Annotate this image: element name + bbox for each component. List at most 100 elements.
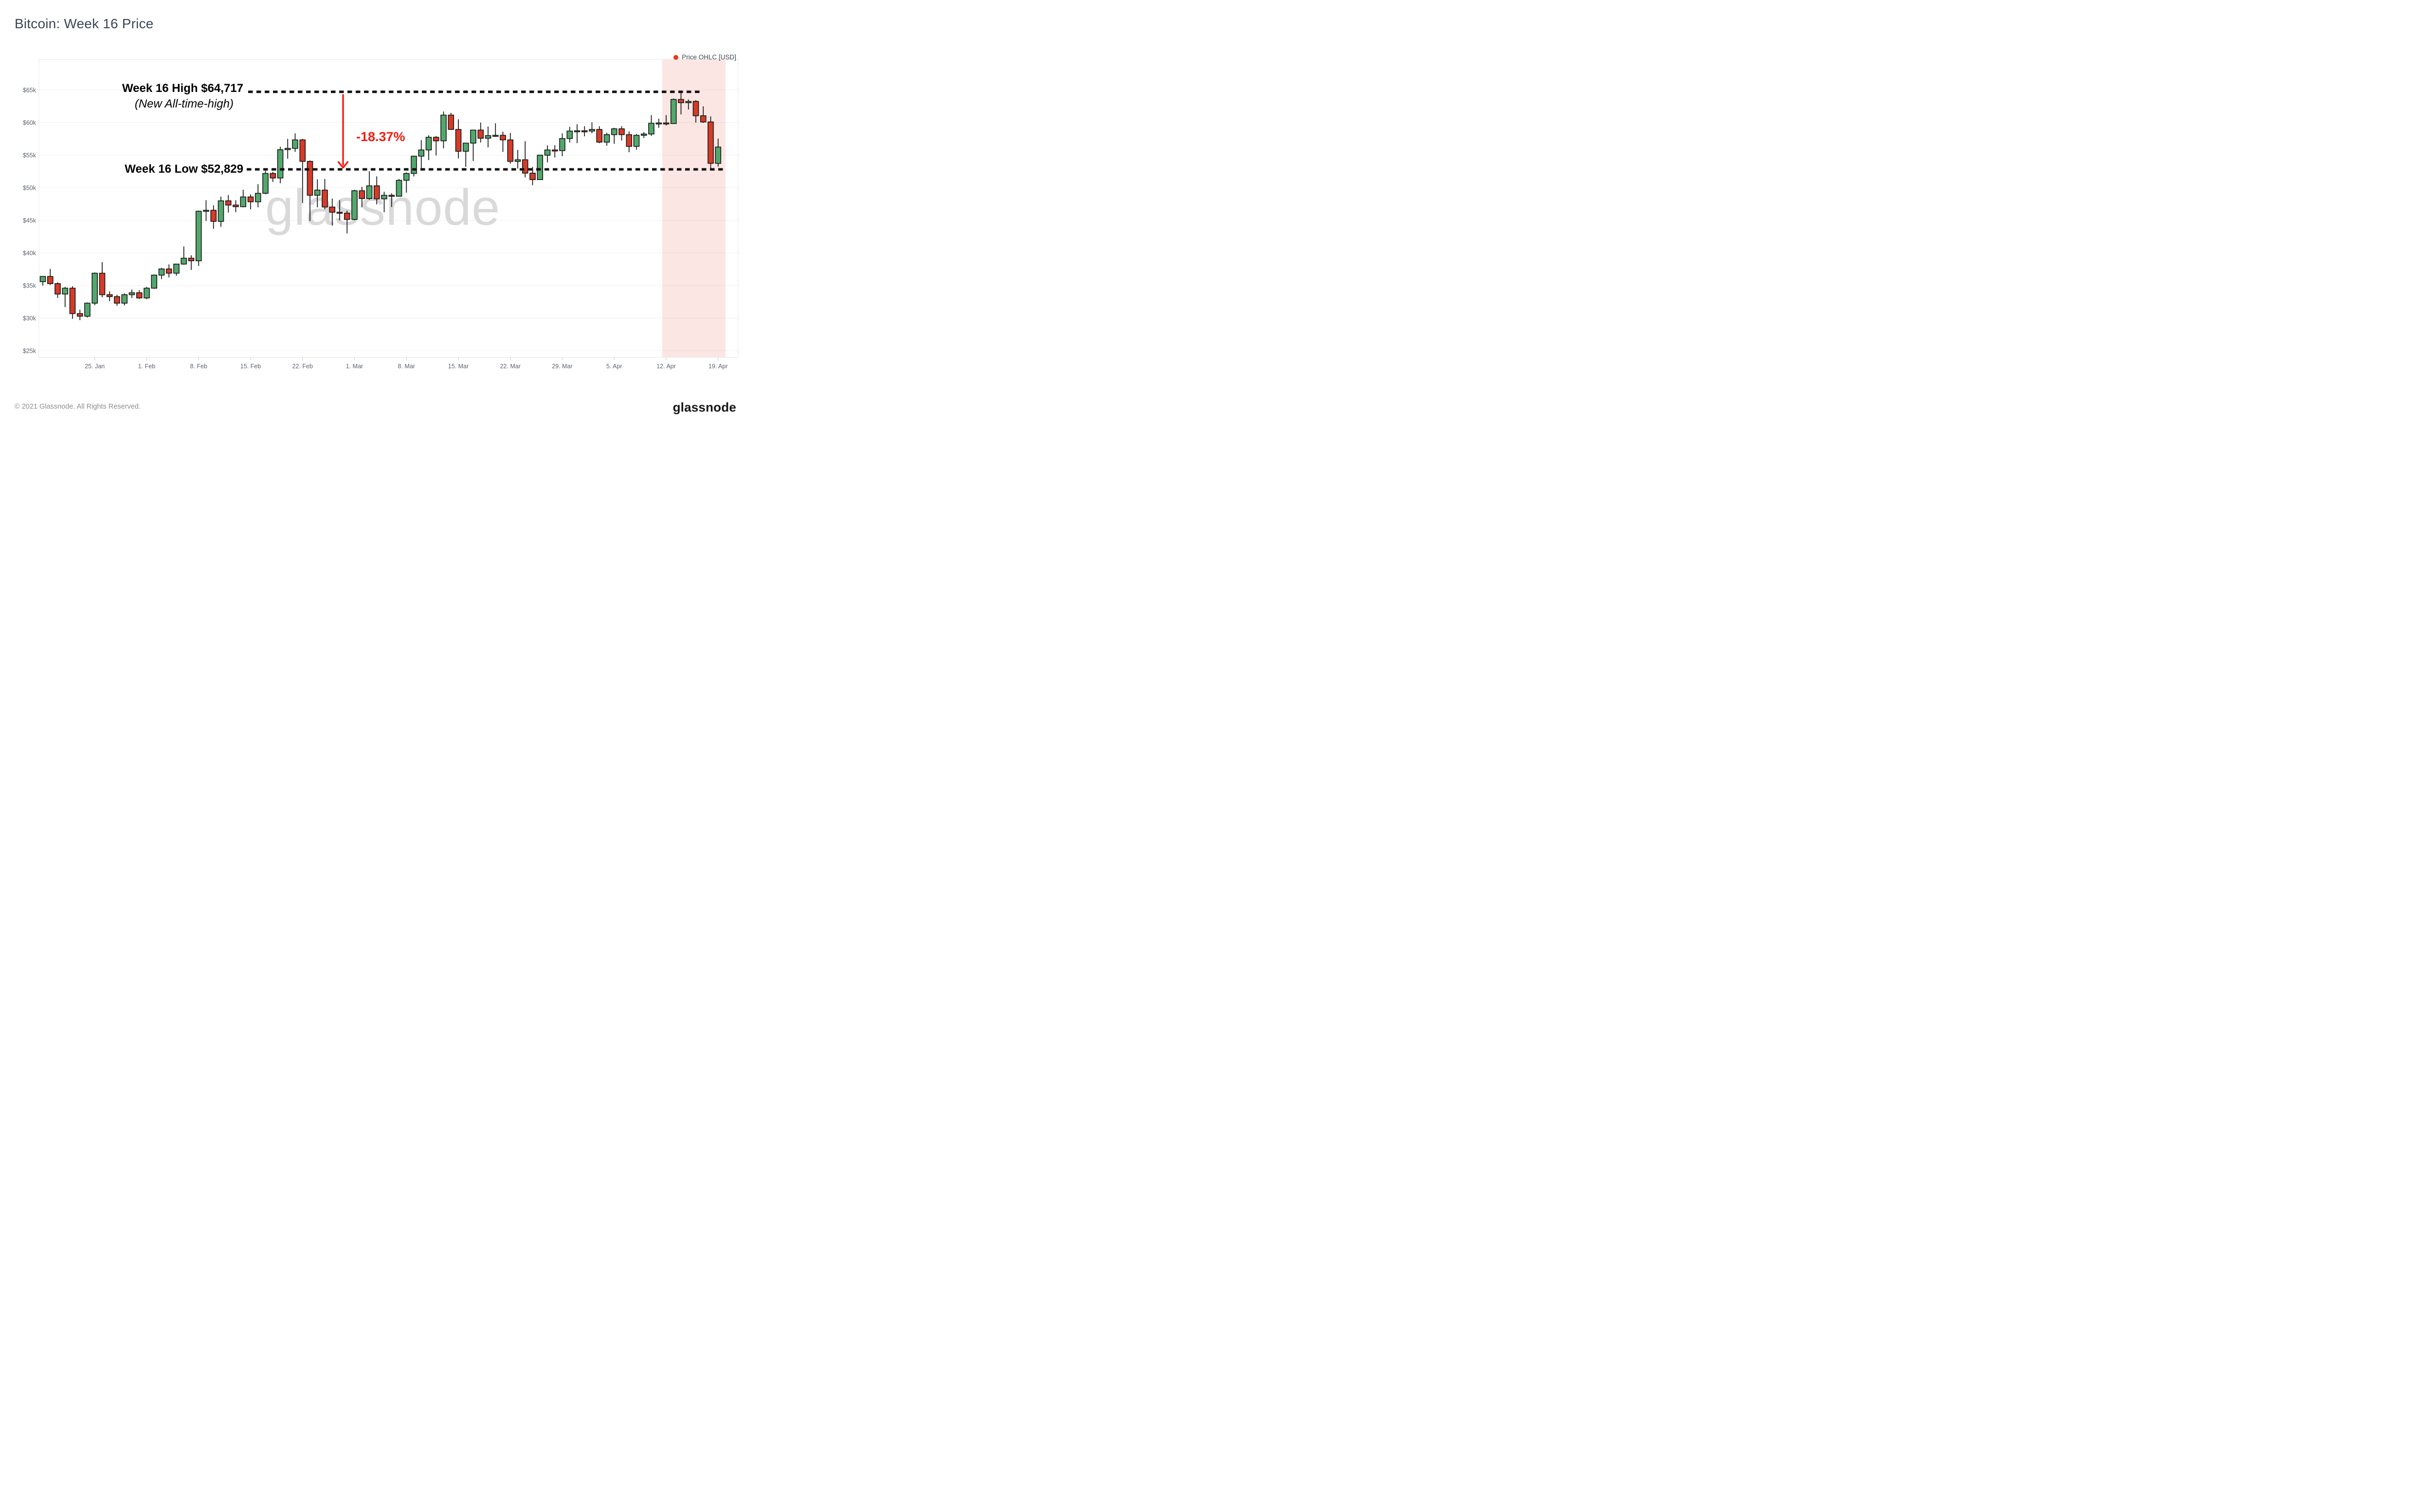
candle-body-down[interactable] xyxy=(69,288,76,314)
candle-body-up[interactable] xyxy=(91,272,98,304)
candle-body-up[interactable] xyxy=(121,294,128,304)
candle-body-up[interactable] xyxy=(574,130,581,132)
candle-body-down[interactable] xyxy=(455,129,462,152)
candle-body-up[interactable] xyxy=(195,211,202,261)
candle-body-down[interactable] xyxy=(322,189,328,208)
candle-body-up[interactable] xyxy=(485,135,491,139)
candle-body-up[interactable] xyxy=(470,129,476,144)
candle-body-down[interactable] xyxy=(708,121,714,164)
candle-body-down[interactable] xyxy=(47,276,54,284)
candle-body-up[interactable] xyxy=(655,122,662,125)
candle-body-down[interactable] xyxy=(581,130,588,132)
candle-body-down[interactable] xyxy=(373,185,380,199)
legend-price-ohlc[interactable]: Price OHLC [USD] xyxy=(673,54,736,61)
candle-body-up[interactable] xyxy=(381,195,387,199)
candle-body-up[interactable] xyxy=(425,137,432,151)
candle-body-up[interactable] xyxy=(670,99,677,124)
candle-body-up[interactable] xyxy=(366,185,373,199)
candle-body-down[interactable] xyxy=(359,190,365,199)
candle-body-up[interactable] xyxy=(158,269,165,276)
y-axis: $65k $60k $55k $50k $45k $40k $35k $30k $25k xyxy=(23,87,738,355)
candle-body-down[interactable] xyxy=(344,213,350,220)
candle-body-up[interactable] xyxy=(589,129,595,132)
candle-body-up[interactable] xyxy=(633,135,640,147)
page-title: Bitcoin: Week 16 Price xyxy=(15,16,154,31)
candle-body-down[interactable] xyxy=(225,200,232,206)
candle-body-down[interactable] xyxy=(700,115,707,123)
candle-body-down[interactable] xyxy=(692,101,699,116)
candle-body-up[interactable] xyxy=(544,149,551,156)
glassnode-logo[interactable]: glassnode xyxy=(672,400,736,414)
candle-body-down[interactable] xyxy=(626,134,633,147)
candle-body-down[interactable] xyxy=(99,272,106,295)
candle-body-up[interactable] xyxy=(292,139,298,149)
candle-body-down[interactable] xyxy=(336,212,343,214)
candle-body-down[interactable] xyxy=(188,257,195,261)
candle-body-down[interactable] xyxy=(663,122,670,125)
candle-body-up[interactable] xyxy=(611,128,617,135)
candle-body-up[interactable] xyxy=(537,155,544,180)
candle-body-down[interactable] xyxy=(522,159,528,174)
candle-body-down[interactable] xyxy=(618,128,625,135)
candle-body-up[interactable] xyxy=(203,210,209,212)
candle-body-down[interactable] xyxy=(388,195,395,197)
candle-body-up[interactable] xyxy=(514,159,521,162)
candle-body-down[interactable] xyxy=(433,137,439,142)
candle-body-down[interactable] xyxy=(106,294,113,297)
candle-body-up[interactable] xyxy=(277,149,284,179)
candle-body-down[interactable] xyxy=(270,173,276,179)
candle-body-down[interactable] xyxy=(551,149,558,152)
candle-body-up[interactable] xyxy=(440,114,447,142)
candle-body-down[interactable] xyxy=(233,204,239,207)
candle-body-down[interactable] xyxy=(477,129,484,139)
candle-body-down[interactable] xyxy=(210,210,217,222)
candle-body-up[interactable] xyxy=(39,276,46,282)
candle-body-up[interactable] xyxy=(314,189,321,196)
candle-body-up[interactable] xyxy=(492,135,499,137)
candle-body-up[interactable] xyxy=(144,288,150,299)
candle-body-up[interactable] xyxy=(254,193,261,202)
candle-body-up[interactable] xyxy=(240,196,247,207)
candle-body-up[interactable] xyxy=(181,257,187,265)
candle-body-down[interactable] xyxy=(54,283,61,295)
candle-body-up[interactable] xyxy=(411,156,417,174)
candle-body-down[interactable] xyxy=(307,161,313,196)
candle-body-up[interactable] xyxy=(396,180,402,197)
candle-body-down[interactable] xyxy=(529,173,536,180)
candle-body-down[interactable] xyxy=(596,129,603,143)
candle-body-up[interactable] xyxy=(284,148,291,150)
candle-body-up[interactable] xyxy=(351,190,358,220)
candle-body-up[interactable] xyxy=(128,292,135,295)
x-tick-label: 8. Feb xyxy=(190,363,207,370)
candle-body-down[interactable] xyxy=(76,313,83,317)
candle-body-up[interactable] xyxy=(403,173,410,181)
candle-body-up[interactable] xyxy=(648,123,654,135)
price-ohlc-chart[interactable] xyxy=(0,0,752,422)
x-tick-label: 29. Mar xyxy=(552,363,572,370)
candle-body-up[interactable] xyxy=(151,274,158,289)
candle-body-up[interactable] xyxy=(84,303,91,317)
candle-body-down[interactable] xyxy=(165,269,172,274)
candle-body-down[interactable] xyxy=(507,139,514,162)
candle-body-up[interactable] xyxy=(462,143,469,152)
candle-body-up[interactable] xyxy=(559,138,565,151)
candle-body-down[interactable] xyxy=(678,99,684,103)
candle-body-up[interactable] xyxy=(715,146,722,164)
candle-body-down[interactable] xyxy=(448,114,454,130)
candle-body-down[interactable] xyxy=(114,296,120,304)
candles[interactable] xyxy=(39,91,722,321)
candle-body-down[interactable] xyxy=(329,206,336,213)
candle-body-down[interactable] xyxy=(136,292,143,299)
candle-body-up[interactable] xyxy=(685,101,692,103)
candle-body-down[interactable] xyxy=(247,196,254,202)
candle-body-up[interactable] xyxy=(566,130,573,139)
candle-body-down[interactable] xyxy=(500,135,506,141)
candle-body-up[interactable] xyxy=(640,133,647,136)
candle-body-up[interactable] xyxy=(262,173,269,194)
candle-body-up[interactable] xyxy=(218,200,224,222)
candle-body-up[interactable] xyxy=(603,134,610,143)
candle-body-up[interactable] xyxy=(62,288,69,295)
candle-body-up[interactable] xyxy=(173,263,180,274)
candle-body-down[interactable] xyxy=(299,139,306,162)
candle-body-up[interactable] xyxy=(418,149,425,157)
